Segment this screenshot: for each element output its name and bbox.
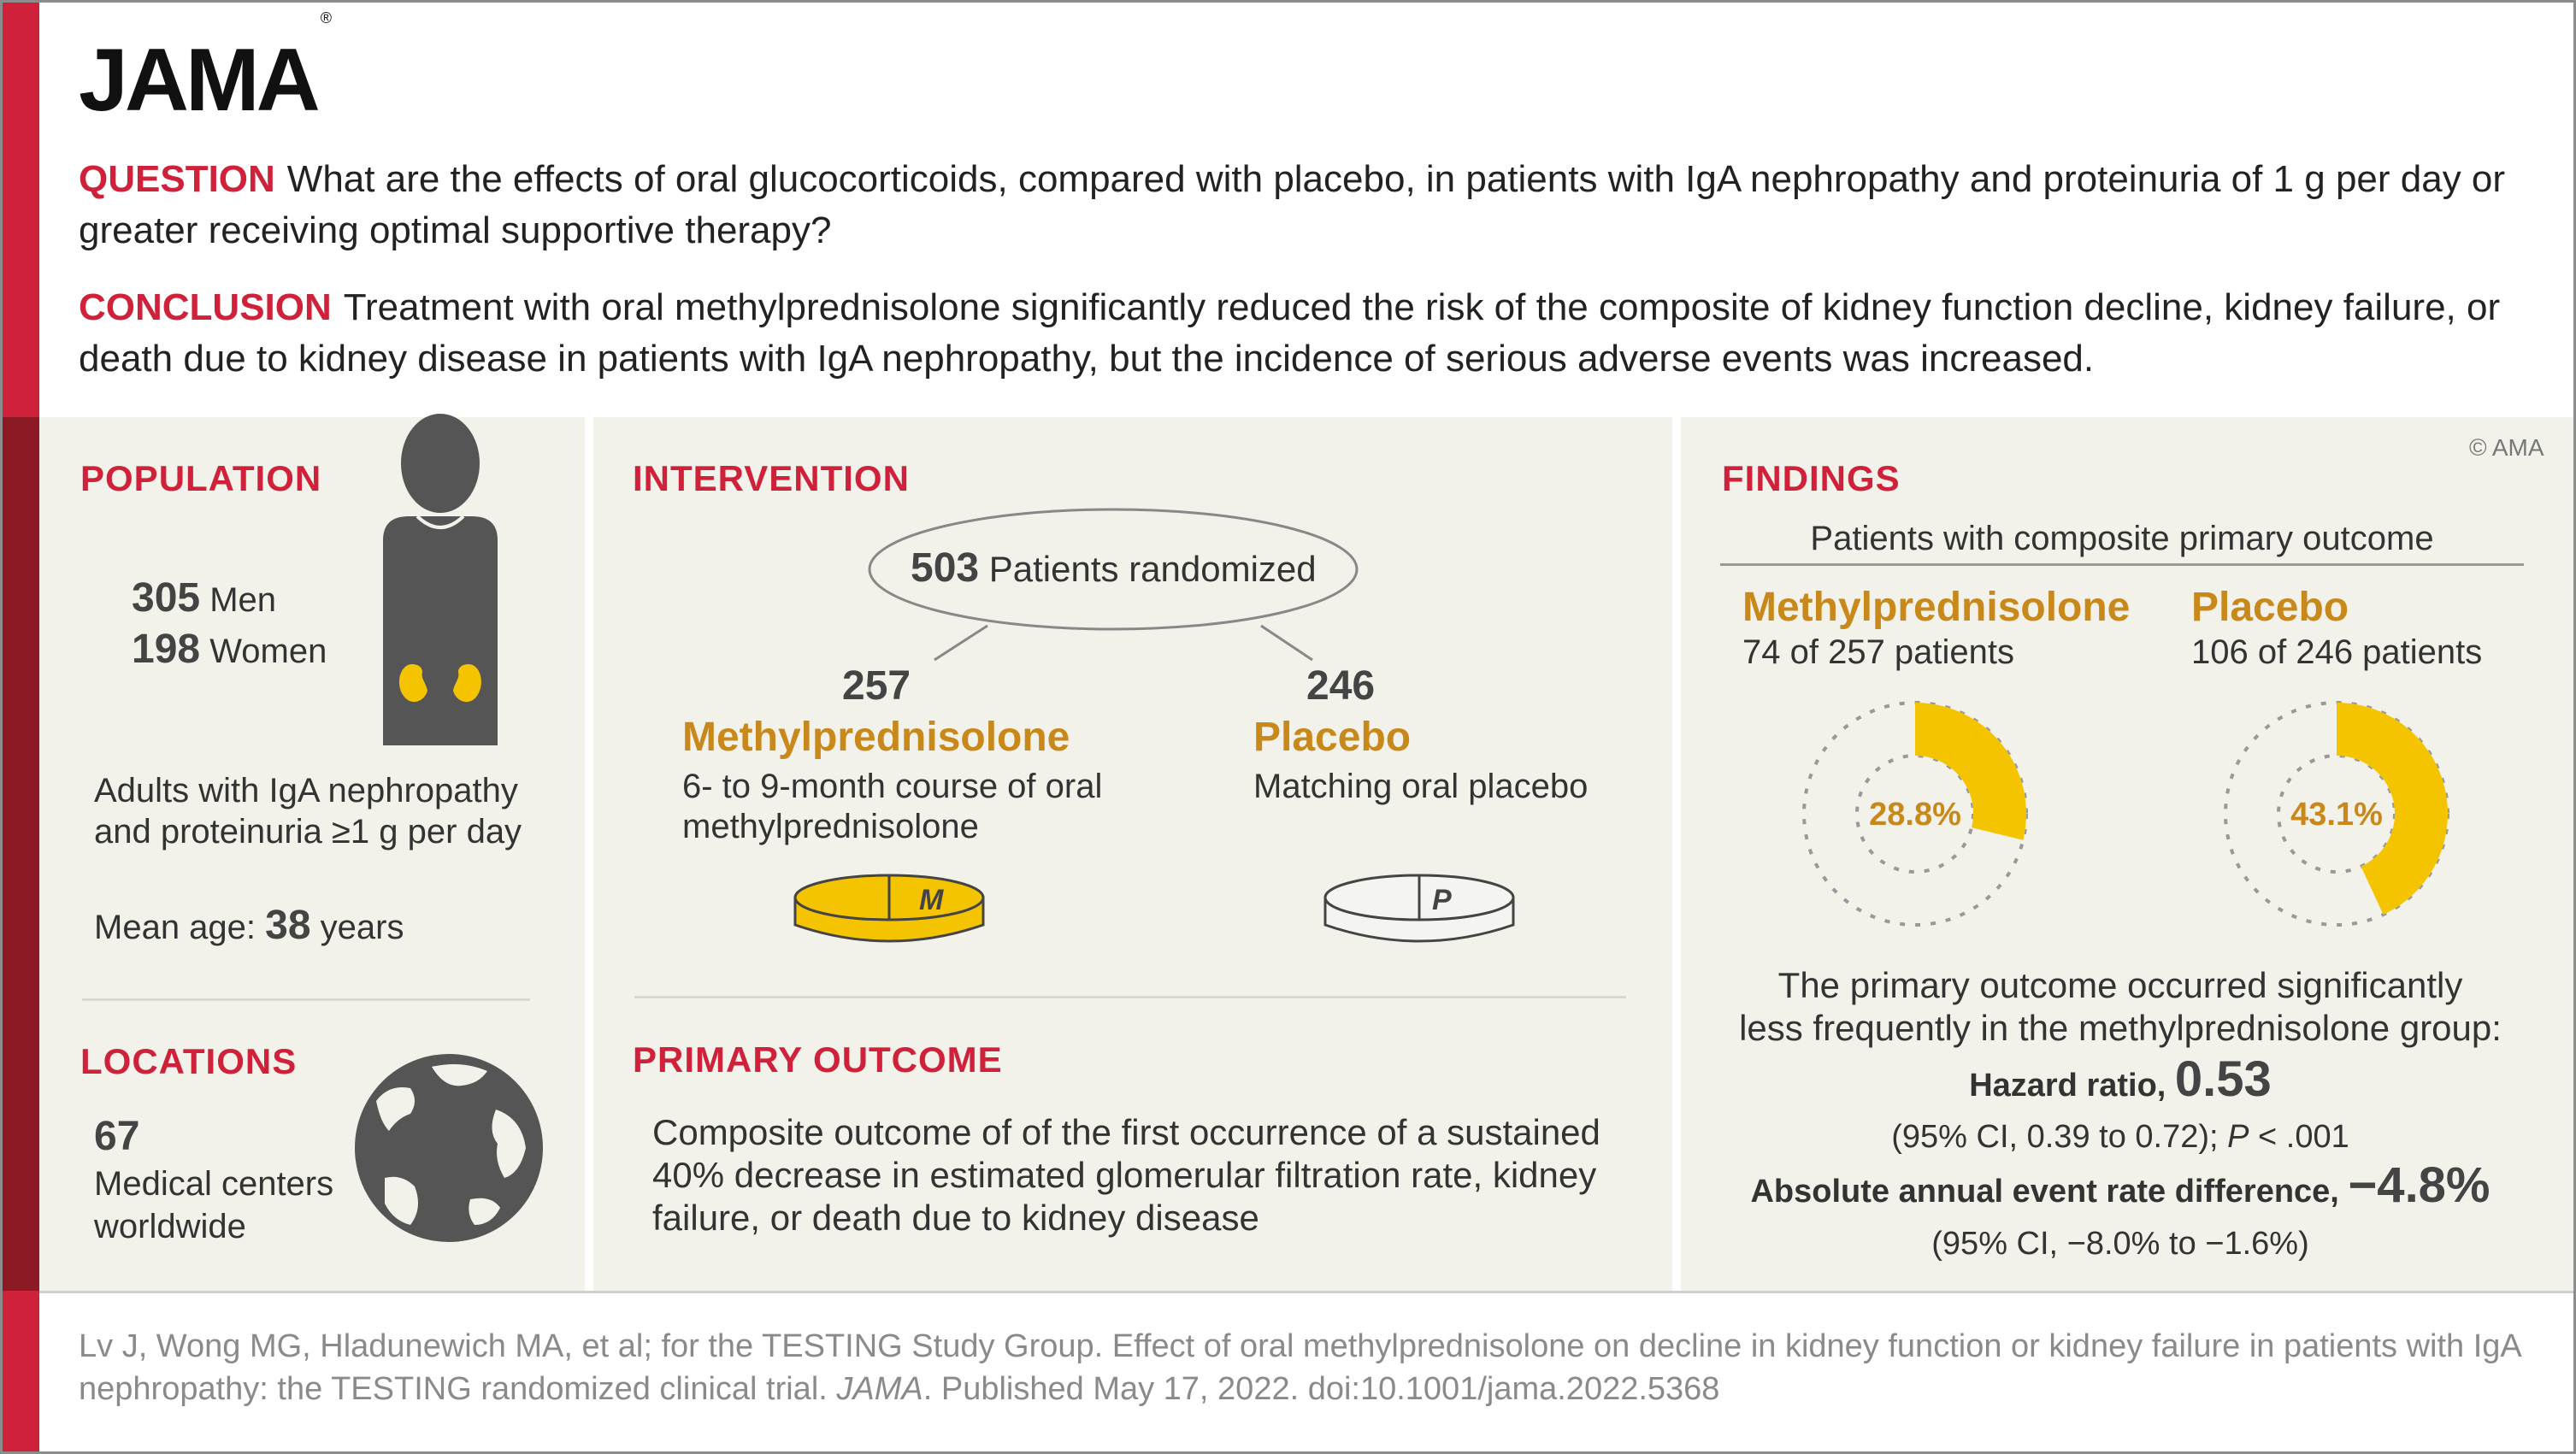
locations-count: 67 (94, 1114, 140, 1159)
journal-logo: JAMA® (79, 9, 332, 130)
finding-group-2-detail: 106 of 246 patients (2191, 633, 2483, 671)
arm2-name: Placebo (1253, 715, 1412, 760)
donut-segment-placebo (2337, 703, 2448, 915)
donut-percent-label: 43.1% (2290, 797, 2383, 833)
population-desc-line2: and proteinuria ≥1 g per day (94, 813, 522, 851)
primary-outcome-title: PRIMARY OUTCOME (633, 1039, 1003, 1080)
question-block: QUESTION What are the effects of oral glu… (79, 154, 2524, 256)
arm2-desc-line1: Matching oral placebo (1253, 768, 1589, 805)
arm1-count: 257 (842, 663, 911, 709)
findings-subtitle: Patients with composite primary outcome (1810, 520, 2434, 557)
absolute-rate-difference: Absolute annual event rate difference, −… (1750, 1157, 2491, 1213)
primary-outcome-line2: 40% decrease in estimated glomerular fil… (652, 1155, 1597, 1195)
intervention-panel (593, 417, 1672, 1291)
globe-icon (355, 1054, 543, 1242)
svg-text:P: P (1432, 884, 1452, 916)
conclusion-label: CONCLUSION (79, 286, 332, 328)
donut-percent-label: 28.8% (1869, 797, 1961, 833)
copyright-text: © AMA (2469, 434, 2544, 461)
findings-summary-line1: The primary outcome occurred significant… (1777, 965, 2463, 1005)
conclusion-block: CONCLUSION Treatment with oral methylpred… (79, 282, 2524, 385)
question-text: What are the effects of oral glucocortic… (79, 158, 2506, 251)
population-age: Mean age: 38 years (94, 903, 404, 948)
population-desc-line1: Adults with IgA nephropathy (94, 772, 518, 809)
svg-text:M: M (919, 884, 944, 916)
methylprednisolone-donut-chart: 28.8% (1802, 701, 2028, 927)
locations-title: LOCATIONS (80, 1041, 298, 1081)
finding-group-2-name: Placebo (2191, 585, 2349, 630)
population-divider (82, 998, 530, 1001)
absolute-rate-difference-ci: (95% CI, −8.0% to −1.6%) (1931, 1226, 2309, 1262)
citation-text: Lv J, Wong MG, Hladunewich MA, et al; fo… (79, 1328, 2520, 1407)
donut-segment-methylprednisolone (1915, 703, 2026, 840)
hazard-ratio: Hazard ratio, 0.53 (1969, 1051, 2272, 1107)
intervention-title: INTERVENTION (633, 458, 910, 498)
primary-outcome-line1: Composite outcome of of the first occurr… (652, 1112, 1600, 1152)
placebo-pill-icon: P (1323, 874, 1515, 943)
hazard-ratio-ci: (95% CI, 0.39 to 0.72); P < .001 (1891, 1119, 2349, 1155)
accent-bar-top (3, 3, 39, 417)
arm1-name: Methylprednisolone (682, 715, 1070, 760)
findings-title: FINDINGS (1722, 458, 1901, 498)
finding-group-1-detail: 74 of 257 patients (1742, 633, 2015, 671)
findings-subtitle-rule (1720, 563, 2524, 566)
conclusion-text: Treatment with oral methylprednisolone s… (79, 286, 2501, 380)
locations-line2: worldwide (94, 1208, 246, 1245)
findings-summary-line2: less frequently in the methylprednisolon… (1739, 1008, 2502, 1048)
placebo-donut-chart: 43.1% (2224, 701, 2449, 927)
arm2-count: 246 (1306, 663, 1376, 709)
primary-outcome-line3: failure, or death due to kidney disease (652, 1198, 1259, 1238)
person-kidney-icon (383, 414, 498, 745)
locations-line1: Medical centers (94, 1165, 334, 1203)
arm1-desc-line1: 6- to 9-month course of oral (682, 768, 1103, 805)
population-men: 305 Men (132, 575, 277, 621)
population-women: 198 Women (132, 627, 327, 672)
arm1-desc-line2: methylprednisolone (682, 808, 979, 845)
accent-bar-bottom (3, 1291, 39, 1451)
finding-group-1-name: Methylprednisolone (1742, 585, 2131, 630)
randomization-diagram (868, 508, 1359, 662)
question-label: QUESTION (79, 158, 275, 200)
methylprednisolone-pill-icon: M (793, 874, 985, 943)
intervention-divider (634, 996, 1626, 998)
bottom-rule (39, 1291, 2573, 1293)
population-title: POPULATION (80, 458, 322, 498)
randomized-count: 503 Patients randomized (911, 545, 1317, 591)
accent-bar-middle (3, 417, 39, 1291)
